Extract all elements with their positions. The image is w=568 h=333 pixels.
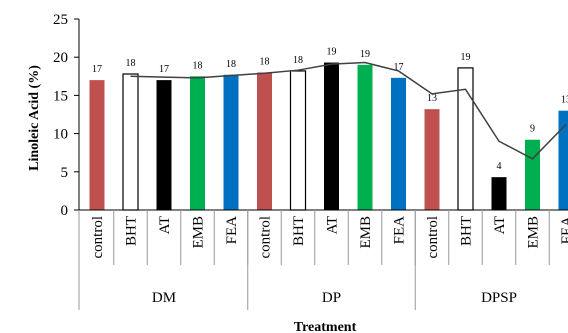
bar-dp-control bbox=[257, 72, 272, 210]
category-label: AT bbox=[325, 216, 341, 234]
category-label: EMB bbox=[526, 216, 542, 249]
value-labels: 17 18 17 18 18 18 18 19 19 17 13 19 4 9 13 bbox=[92, 47, 568, 173]
group-label: DM bbox=[152, 290, 176, 306]
group-label: DP bbox=[322, 290, 341, 306]
data-label: 17 bbox=[394, 62, 404, 73]
bar-dpsp-emb bbox=[525, 139, 540, 210]
group-label: DPSP bbox=[481, 290, 517, 306]
bar-dp-bht bbox=[289, 70, 307, 211]
y-tick-label: 25 bbox=[53, 12, 68, 28]
y-tick-label: 10 bbox=[53, 127, 68, 143]
bar-dpsp-at bbox=[491, 177, 507, 210]
data-label: 18 bbox=[293, 55, 303, 66]
category-label: BHT bbox=[291, 216, 307, 246]
category-label: FEA bbox=[224, 216, 240, 245]
x-axis-title: Treatment bbox=[294, 320, 357, 333]
data-label: 18 bbox=[260, 56, 270, 67]
bar-dm-fea bbox=[223, 74, 239, 210]
bar-dpsp-control bbox=[424, 109, 440, 210]
category-label: AT bbox=[157, 216, 173, 234]
category-label: FEA bbox=[559, 216, 568, 245]
data-label: 13 bbox=[427, 93, 437, 104]
y-tick-label: 5 bbox=[61, 165, 69, 181]
category-label: FEA bbox=[392, 216, 408, 245]
bar-dm-emb bbox=[190, 76, 205, 210]
bar-dm-bht bbox=[122, 73, 139, 211]
group-separators bbox=[78, 210, 550, 310]
bar-dm-control bbox=[89, 80, 105, 211]
bar-dp-fea bbox=[391, 77, 406, 210]
data-label: 9 bbox=[530, 124, 535, 135]
y-axis-title: Linoleic Acid (%) bbox=[27, 65, 42, 171]
category-label: BHT bbox=[124, 216, 140, 246]
bar-dpsp-fea bbox=[558, 110, 568, 210]
y-tick-label: 15 bbox=[53, 88, 68, 104]
trend-line bbox=[130, 61, 567, 160]
data-label: 18 bbox=[126, 58, 136, 69]
data-label: 18 bbox=[226, 59, 236, 70]
category-label: control bbox=[90, 216, 106, 259]
data-label: 4 bbox=[497, 161, 502, 172]
data-label: 19 bbox=[327, 47, 337, 58]
bar-dm-at bbox=[156, 80, 172, 211]
bar-dp-at bbox=[324, 62, 339, 210]
data-label: 19 bbox=[461, 52, 471, 63]
bar-dp-emb bbox=[357, 64, 373, 210]
y-ticks: 0 5 10 15 20 25 bbox=[53, 12, 79, 219]
category-label: AT bbox=[492, 216, 508, 234]
data-label: 13 bbox=[561, 95, 568, 106]
data-label: 19 bbox=[360, 49, 370, 60]
data-label: 17 bbox=[92, 64, 102, 75]
group-labels: DM DP DPSP bbox=[152, 290, 517, 306]
category-labels: control BHT AT EMB FEA control BHT AT EMB FEA cont… bbox=[90, 216, 568, 259]
category-label: EMB bbox=[191, 216, 207, 249]
category-label: control bbox=[425, 216, 441, 259]
data-label: 17 bbox=[159, 64, 169, 75]
data-label: 18 bbox=[193, 60, 203, 71]
category-label: EMB bbox=[358, 216, 374, 249]
y-tick-label: 0 bbox=[61, 203, 69, 219]
bars bbox=[89, 62, 568, 211]
y-tick-label: 20 bbox=[53, 50, 68, 66]
category-label: BHT bbox=[459, 216, 475, 246]
category-label: control bbox=[258, 216, 274, 259]
